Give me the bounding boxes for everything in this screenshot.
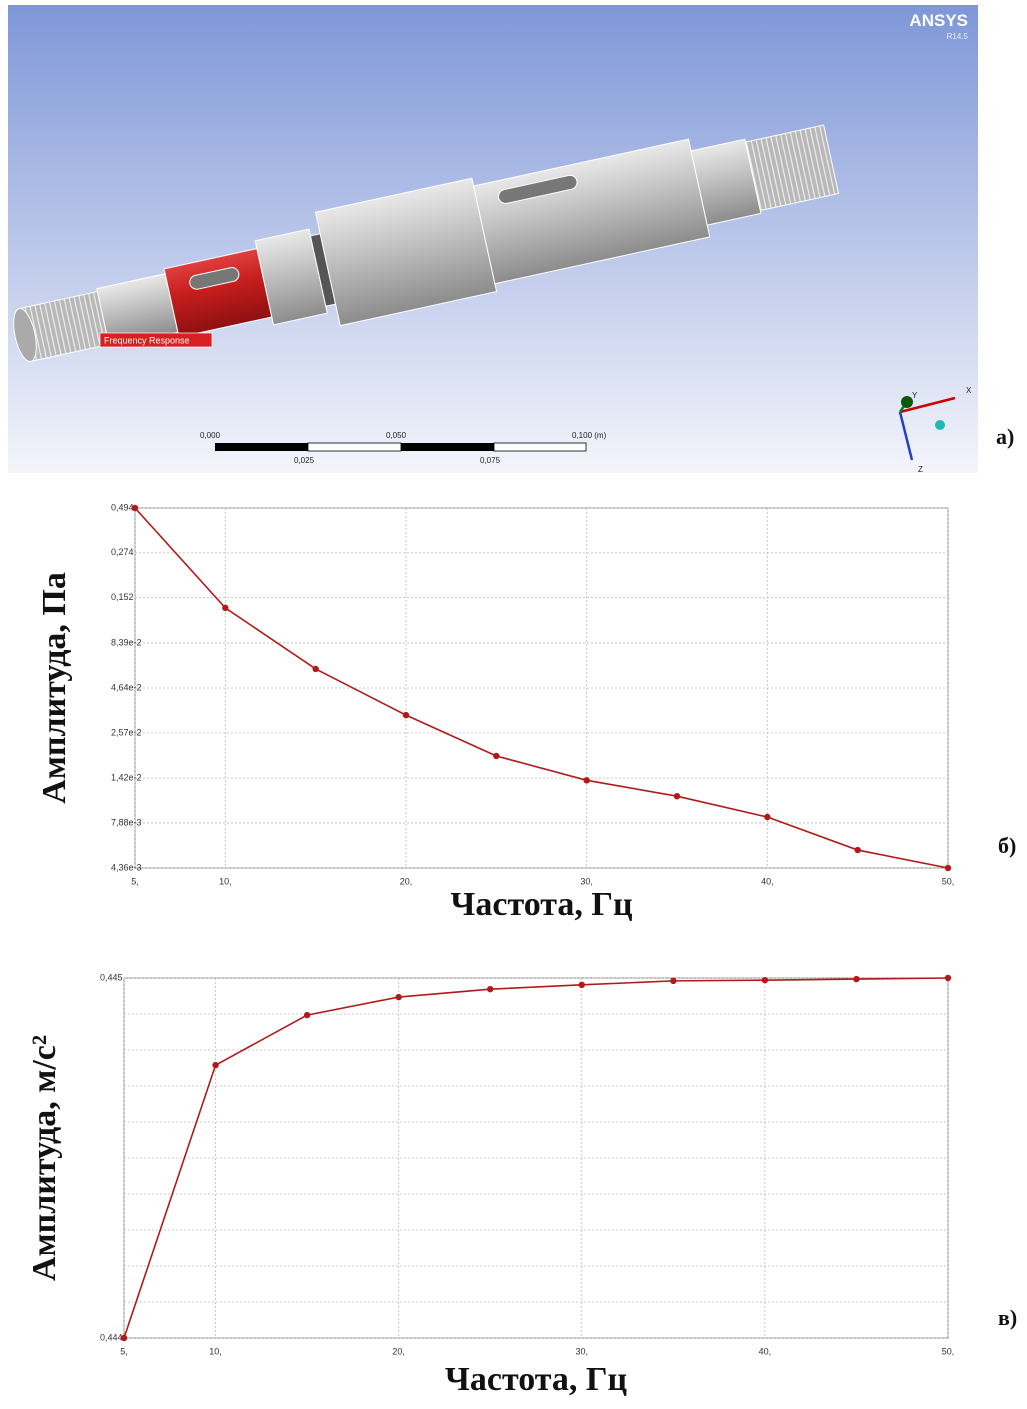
data-point <box>132 505 138 511</box>
data-point <box>493 753 499 759</box>
y-tick-label: 4,36e-3 <box>111 862 142 872</box>
scale-label: 0,025 <box>294 456 315 465</box>
x-tick-label: 20, <box>400 876 413 886</box>
scale-label: 0,100 (m) <box>572 431 607 440</box>
x-axis-title: Частота, Гц <box>445 1361 628 1398</box>
scale-label: 0,000 <box>200 431 221 440</box>
y-tick-label: 0,444 <box>100 1332 123 1342</box>
y-tick-label: 2,57e-2 <box>111 727 142 737</box>
y-tick-label: 0,152 <box>111 592 134 602</box>
x-tick-label: 20, <box>392 1346 405 1356</box>
data-point <box>853 976 859 982</box>
data-point <box>121 1335 127 1341</box>
y-tick-label: 0,274 <box>111 547 134 557</box>
data-point <box>579 982 585 988</box>
y-tick-label: 8,39e-2 <box>111 637 142 647</box>
data-point <box>945 865 951 871</box>
y-tick-label: 1,42e-2 <box>111 773 142 783</box>
scale-label: 0,075 <box>480 456 501 465</box>
model-view: ANSYS R14.5 Frequency Response 0,000 0,0… <box>3 5 978 474</box>
axis-label: Z <box>918 465 923 474</box>
panel-label: а) <box>996 424 1014 449</box>
x-tick-label: 5, <box>120 1346 128 1356</box>
data-point <box>674 793 680 799</box>
x-tick-label: 50, <box>942 1346 955 1356</box>
x-tick-label: 10, <box>219 876 232 886</box>
axis-label: Y <box>912 391 918 400</box>
panel-label: в) <box>998 1305 1017 1330</box>
data-point <box>945 975 951 981</box>
data-point <box>222 605 228 611</box>
y-axis-title: Амплитуда, Па <box>36 572 73 804</box>
data-point <box>764 814 770 820</box>
y-tick-label: 0,494 <box>111 502 134 512</box>
y-axis-title: Амплитуда, м/с² <box>26 1035 63 1281</box>
scale-label: 0,050 <box>386 431 407 440</box>
panel-label: б) <box>998 833 1016 858</box>
x-tick-label: 40, <box>761 876 774 886</box>
data-point <box>304 1012 310 1018</box>
data-point <box>854 847 860 853</box>
data-point <box>403 712 409 718</box>
data-point <box>762 977 768 983</box>
y-tick-label: 4,64e-2 <box>111 682 142 692</box>
y-tick-label: 7,88e-3 <box>111 817 142 827</box>
figure: ANSYS R14.5 Frequency Response 0,000 0,0… <box>0 0 1027 1409</box>
x-tick-label: 10, <box>209 1346 222 1356</box>
logo: ANSYS <box>909 11 968 30</box>
x-tick-label: 40, <box>759 1346 772 1356</box>
x-tick-label: 30, <box>580 876 593 886</box>
axis-label: X <box>966 386 972 395</box>
x-tick-label: 5, <box>131 876 139 886</box>
probe-label: Frequency Response <box>104 335 190 345</box>
x-tick-label: 50, <box>942 876 955 886</box>
version: R14.5 <box>947 32 969 41</box>
y-tick-label: 0,445 <box>100 972 123 982</box>
data-point <box>670 978 676 984</box>
data-point <box>583 777 589 783</box>
data-point <box>212 1062 218 1068</box>
data-point <box>312 666 318 672</box>
x-tick-label: 30, <box>576 1346 589 1356</box>
x-axis-title: Частота, Гц <box>450 886 633 923</box>
data-point <box>395 994 401 1000</box>
data-point <box>487 986 493 992</box>
